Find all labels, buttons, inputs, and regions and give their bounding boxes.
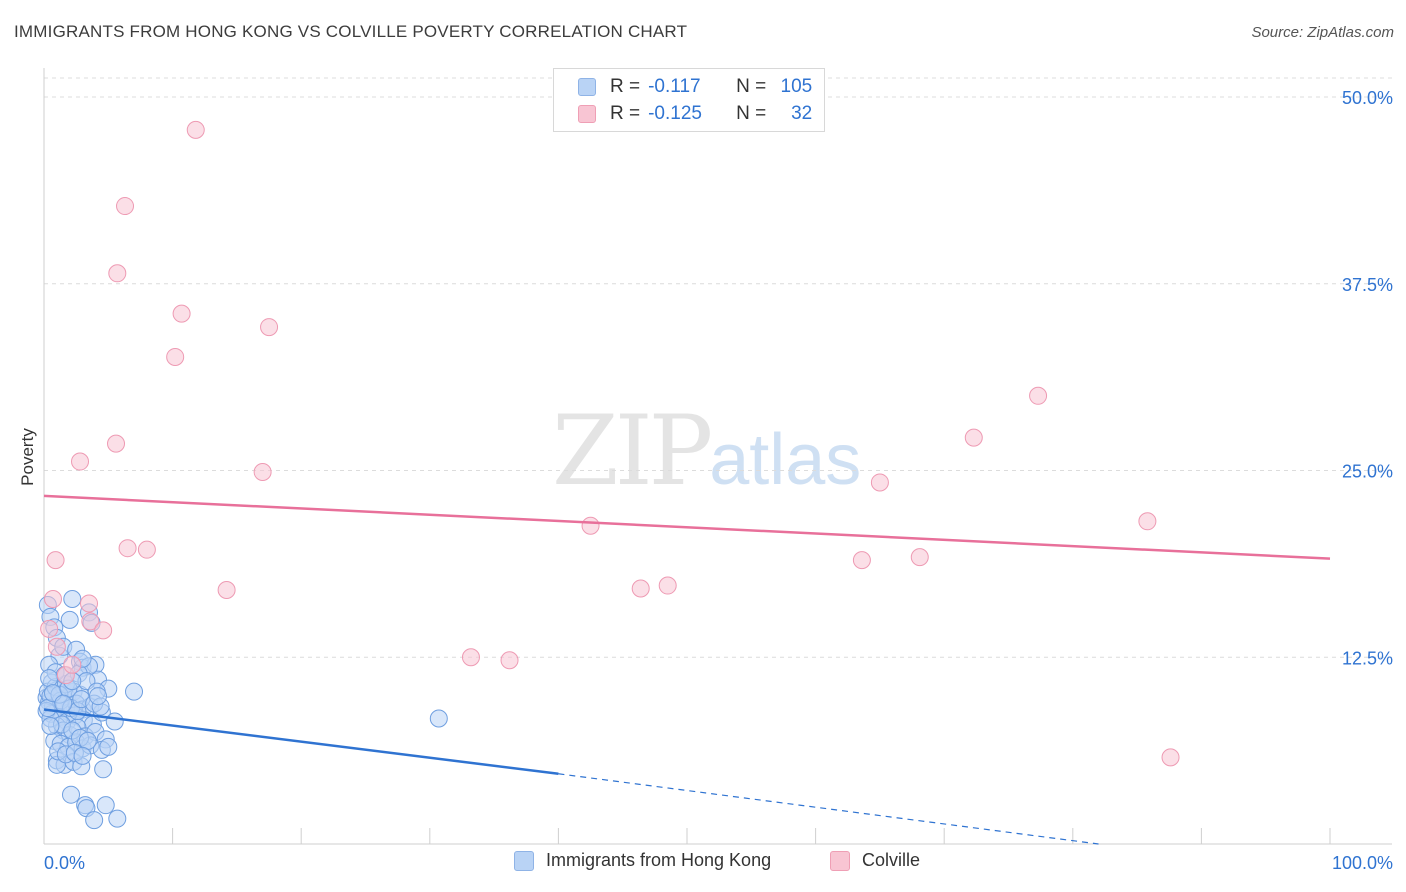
- data-point-colville: [172, 304, 191, 323]
- data-point-hong-kong: [94, 760, 113, 779]
- data-point-colville: [40, 619, 59, 638]
- data-point-hong-kong: [60, 610, 79, 629]
- watermark: ZIPatlas: [552, 395, 861, 507]
- data-point-colville: [658, 576, 677, 595]
- series-colville-points: [40, 120, 1180, 767]
- data-point-hong-kong: [125, 682, 144, 701]
- data-point-hong-kong: [41, 716, 60, 735]
- legend-r-label: R =: [610, 103, 641, 124]
- y-axis-label: Poverty: [18, 428, 37, 486]
- chart-title: IMMIGRANTS FROM HONG KONG VS COLVILLE PO…: [14, 22, 688, 41]
- stats-legend: R = -0.117 N = 105 R = -0.125 N = 32: [553, 68, 825, 132]
- data-point-colville: [260, 318, 279, 337]
- data-point-colville: [137, 540, 156, 559]
- data-point-colville: [71, 452, 90, 471]
- data-point-colville: [116, 197, 135, 216]
- data-point-colville: [253, 462, 272, 481]
- legend-r-label: R =: [610, 76, 641, 97]
- data-point-colville: [108, 264, 127, 283]
- data-point-hong-kong: [63, 589, 82, 608]
- data-point-hong-kong: [62, 785, 81, 804]
- data-point-colville: [964, 428, 983, 447]
- data-point-colville: [1029, 386, 1048, 405]
- data-point-colville: [461, 648, 480, 667]
- data-point-colville: [1161, 748, 1180, 767]
- data-point-colville: [581, 516, 600, 535]
- legend-n-label: N =: [736, 76, 767, 97]
- data-point-colville: [47, 637, 66, 656]
- data-point-colville: [81, 612, 100, 631]
- watermark-atlas: atlas: [709, 420, 862, 500]
- tick-labels: 12.5% 25.0% 37.5% 50.0% 0.0% 100.0%: [44, 88, 1393, 873]
- y-tick-label: 25.0%: [1342, 462, 1393, 482]
- legend-swatch-pink: [830, 850, 850, 871]
- data-point-colville: [44, 589, 63, 608]
- data-point-hong-kong: [429, 709, 448, 728]
- data-point-colville: [166, 347, 185, 366]
- legend-n-value: 105: [780, 76, 813, 97]
- data-point-hong-kong: [73, 746, 92, 765]
- watermark-zip: ZIP: [552, 395, 713, 507]
- source-label: Source: ZipAtlas.com: [1251, 24, 1394, 41]
- data-point-colville: [107, 434, 126, 453]
- trend-line-hong-kong: [43, 708, 559, 776]
- data-point-colville: [80, 594, 99, 613]
- legend-item-colville[interactable]: Colville: [830, 850, 920, 871]
- data-point-colville: [1138, 512, 1157, 531]
- legend-n-value: 32: [791, 103, 813, 124]
- legend-n-label: N =: [736, 103, 767, 124]
- data-point-hong-kong: [38, 699, 57, 718]
- data-point-colville: [94, 621, 113, 640]
- data-point-hong-kong: [78, 731, 97, 750]
- axes: [43, 68, 1392, 845]
- data-point-colville: [63, 655, 82, 674]
- legend-swatch-blue: [514, 850, 534, 871]
- trend-line-colville: [43, 494, 1331, 560]
- bottom-legend: Immigrants from Hong Kong Colville: [0, 850, 1406, 878]
- legend-item-label: Immigrants from Hong Kong: [546, 850, 772, 870]
- data-point-hong-kong: [40, 669, 59, 688]
- legend-swatch-blue: [578, 78, 596, 96]
- data-point-colville: [870, 473, 889, 492]
- trend-lines: [43, 494, 1331, 845]
- y-tick-label: 37.5%: [1342, 275, 1393, 295]
- data-point-hong-kong: [108, 809, 127, 828]
- data-point-colville: [186, 120, 205, 139]
- data-point-colville: [46, 551, 65, 570]
- legend-swatch-pink: [578, 105, 596, 123]
- data-point-colville: [118, 539, 137, 558]
- legend-item-hong-kong[interactable]: Immigrants from Hong Kong: [514, 850, 771, 871]
- data-point-colville: [852, 551, 871, 570]
- x-tick-label: 0.0%: [44, 853, 85, 873]
- data-point-colville: [500, 651, 519, 670]
- data-point-hong-kong: [89, 687, 108, 706]
- legend-r-value: -0.125: [648, 103, 702, 124]
- trend-line-hong-kong-extension: [558, 773, 1099, 845]
- legend-r-value: -0.117: [648, 76, 701, 97]
- data-point-hong-kong: [105, 712, 124, 731]
- data-point-colville: [217, 581, 236, 600]
- series-hong-kong-points: [37, 589, 448, 830]
- data-point-hong-kong: [85, 811, 104, 830]
- legend-row-colville: R = -0.125 N = 32: [578, 101, 812, 127]
- data-point-hong-kong: [96, 796, 115, 815]
- x-tick-label: 100.0%: [1332, 853, 1393, 873]
- y-tick-label: 12.5%: [1342, 648, 1393, 668]
- data-point-hong-kong: [54, 694, 73, 713]
- data-point-colville: [631, 579, 650, 598]
- data-point-colville: [910, 548, 929, 567]
- y-tick-label: 50.0%: [1342, 88, 1393, 108]
- legend-item-label: Colville: [862, 850, 921, 870]
- data-point-hong-kong: [99, 737, 118, 756]
- legend-row-hong-kong: R = -0.117 N = 105: [578, 74, 812, 100]
- gridlines: [44, 77, 1392, 658]
